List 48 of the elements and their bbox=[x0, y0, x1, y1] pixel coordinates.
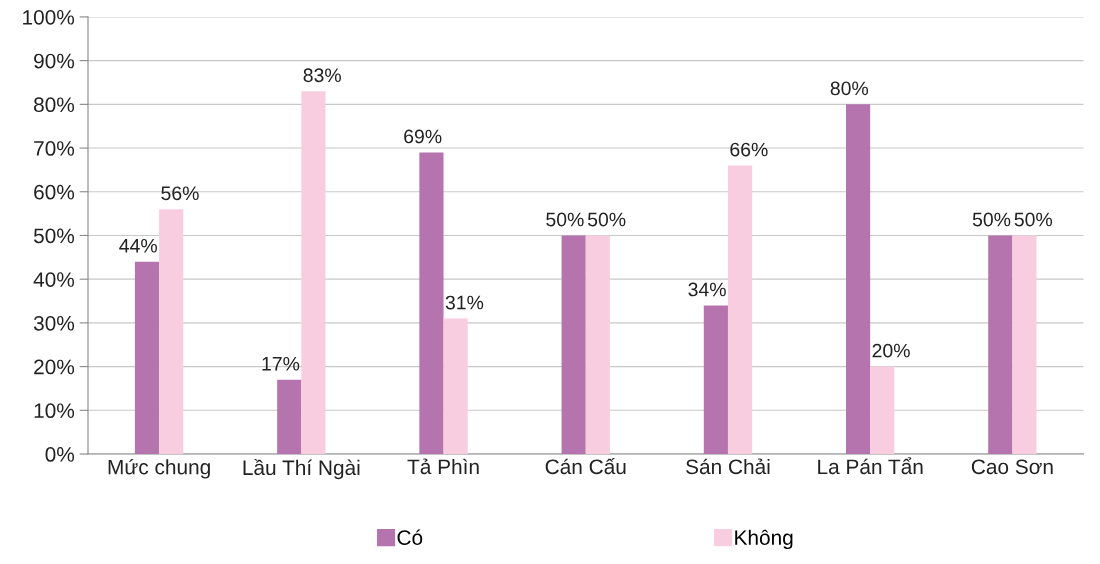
x-tick-label: Cao Sơn bbox=[971, 459, 1053, 475]
y-tick-label: 20% bbox=[34, 359, 75, 375]
legend-label: Có bbox=[397, 529, 423, 546]
y-tick-label: 60% bbox=[34, 184, 75, 200]
data-label: 50% bbox=[546, 212, 584, 227]
y-tick-label: 90% bbox=[34, 53, 75, 69]
data-label: 31% bbox=[445, 295, 484, 310]
bar bbox=[301, 91, 326, 455]
x-tick-label: Sán Chải bbox=[686, 458, 770, 475]
y-tick-label: 0% bbox=[45, 447, 75, 462]
bar bbox=[159, 209, 184, 455]
bar bbox=[419, 152, 444, 455]
y-tick-label: 50% bbox=[33, 228, 75, 244]
data-label: 80% bbox=[830, 81, 869, 96]
data-label: 50% bbox=[972, 212, 1011, 227]
data-label: 17% bbox=[262, 356, 300, 371]
bar bbox=[585, 235, 610, 455]
y-tick-label: 100% bbox=[23, 9, 75, 25]
legend-label: Không bbox=[735, 529, 793, 550]
data-label: 56% bbox=[161, 186, 199, 201]
data-label: 34% bbox=[688, 282, 726, 297]
y-tick-label: 70% bbox=[34, 141, 75, 156]
x-tick-label: La Pán Tẩn bbox=[818, 457, 923, 475]
y-tick-label: 40% bbox=[33, 272, 75, 287]
bar bbox=[870, 366, 895, 455]
bar bbox=[727, 165, 753, 455]
bar bbox=[277, 379, 302, 455]
bar bbox=[703, 305, 728, 455]
bar bbox=[988, 235, 1013, 455]
x-tick-label: Tả Phìn bbox=[407, 458, 479, 475]
bar bbox=[561, 235, 586, 455]
data-label: 66% bbox=[730, 142, 768, 157]
data-label: 50% bbox=[587, 212, 626, 227]
x-tick-label: Lầu Thí Ngài bbox=[243, 458, 360, 480]
data-label: 20% bbox=[872, 343, 910, 358]
data-label: 83% bbox=[303, 68, 341, 83]
bar bbox=[134, 261, 160, 455]
y-tick-label: 10% bbox=[34, 403, 75, 419]
bar bbox=[846, 104, 871, 455]
y-tick-label: 30% bbox=[33, 315, 75, 331]
data-label: 44% bbox=[119, 238, 157, 253]
bar bbox=[1012, 235, 1037, 455]
bar bbox=[443, 318, 468, 455]
data-label: 50% bbox=[1014, 212, 1053, 227]
x-tick-label: Cán Cấu bbox=[545, 457, 626, 475]
y-tick-label: 80% bbox=[34, 97, 75, 113]
x-tick-label: Mức chung bbox=[108, 458, 210, 479]
data-label: 69% bbox=[404, 129, 442, 144]
